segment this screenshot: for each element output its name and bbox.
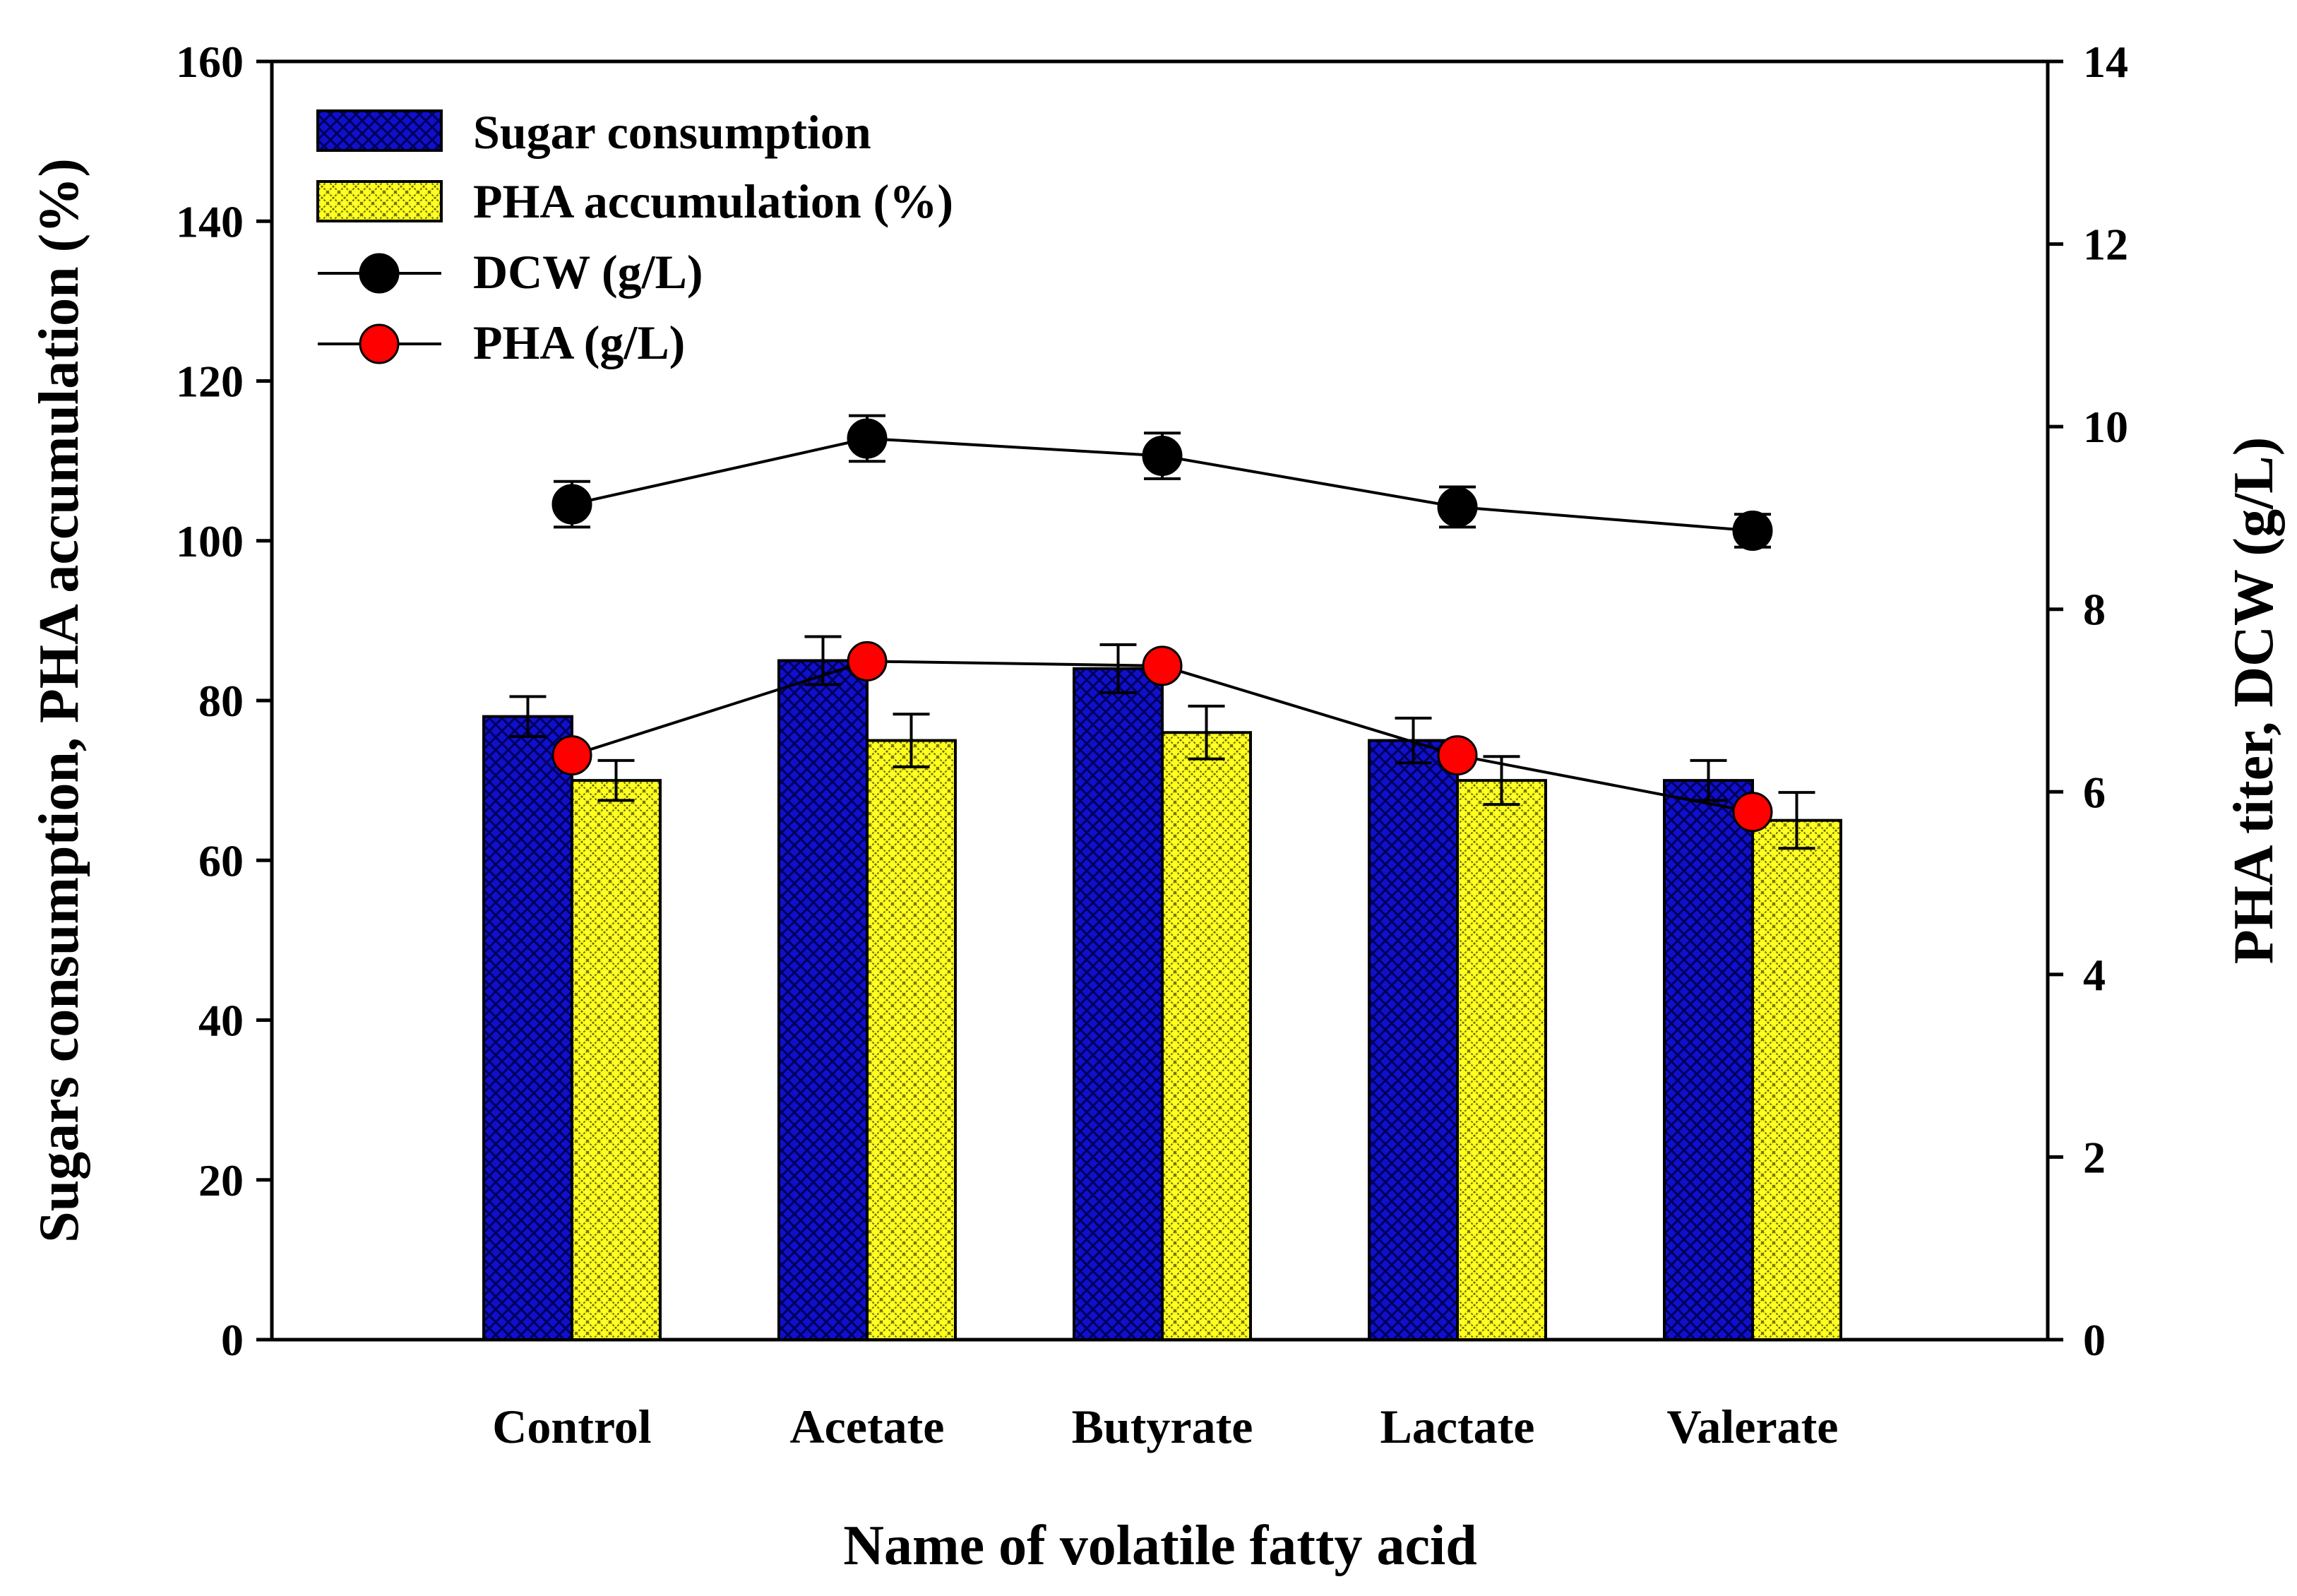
bar-sugar-butyrate xyxy=(1073,667,1164,1341)
legend-swatch-pha-accum xyxy=(316,180,443,222)
bar-pha-accum-butyrate xyxy=(1161,731,1252,1341)
point-dcw-valerate xyxy=(1732,511,1773,552)
y-tick-label: 120 xyxy=(176,357,244,407)
legend-label-pha-accum: PHA accumulation (%) xyxy=(473,174,953,228)
legend-label-pha: PHA (g/L) xyxy=(473,316,685,369)
legend-swatch-sugar xyxy=(316,109,443,152)
y-tick-label: 160 xyxy=(176,37,244,87)
x-axis-title: Name of volatile fatty acid xyxy=(843,1515,1477,1577)
point-dcw-acetate xyxy=(847,418,888,459)
y2-tick-label: 14 xyxy=(2083,37,2128,87)
y-axis-title: Sugars consumption, PHA accumulation (%) xyxy=(28,158,90,1243)
point-pha-control xyxy=(551,735,592,776)
category-labels: Control Acetate Butyrate Lactate Valerate xyxy=(492,1400,1838,1453)
legend-label-dcw: DCW (g/L) xyxy=(473,245,703,299)
bar-sugar-acetate xyxy=(777,659,869,1341)
point-pha-valerate xyxy=(1732,792,1773,833)
bar-sugar-lactate xyxy=(1368,739,1459,1341)
bar-pha-accum-acetate xyxy=(866,739,957,1341)
x-tick-label: Valerate xyxy=(1667,1400,1839,1453)
bar-pha-accum-valerate xyxy=(1751,818,1842,1341)
y2-tick-label: 2 xyxy=(2083,1132,2106,1182)
legend: Sugar consumption PHA accumulation (%) D… xyxy=(316,105,953,369)
y2-tick-label: 0 xyxy=(2083,1315,2106,1365)
y2-axis-title: PHA titer, DCW (g/L) xyxy=(2223,437,2285,965)
y2-tick-label: 6 xyxy=(2083,767,2106,817)
legend-label-sugar: Sugar consumption xyxy=(473,105,871,159)
legend-marker-pha xyxy=(359,323,400,364)
line-series xyxy=(551,414,1773,833)
y-tick-label: 100 xyxy=(176,516,244,566)
point-dcw-lactate xyxy=(1437,487,1478,528)
point-dcw-control xyxy=(551,484,592,525)
bar-pha-accum-control xyxy=(571,779,662,1341)
left-axis: 0 20 40 60 80 100 120 140 160 xyxy=(176,37,272,1365)
x-tick-label: Butyrate xyxy=(1072,1400,1253,1453)
right-axis: 0 2 4 6 8 10 12 14 xyxy=(2048,37,2128,1365)
y-tick-label: 60 xyxy=(198,835,244,886)
x-tick-label: Control xyxy=(492,1400,651,1453)
bar-sugar-valerate xyxy=(1663,779,1754,1341)
y-tick-label: 20 xyxy=(198,1155,244,1205)
point-pha-butyrate xyxy=(1142,645,1183,686)
point-dcw-butyrate xyxy=(1142,436,1183,477)
bar-pha-accum-lactate xyxy=(1456,779,1547,1341)
point-pha-acetate xyxy=(847,641,888,681)
x-tick-label: Lactate xyxy=(1380,1400,1534,1453)
point-pha-lactate xyxy=(1437,735,1478,776)
bar-series xyxy=(482,635,1842,1341)
x-tick-label: Acetate xyxy=(790,1400,945,1453)
y2-tick-label: 8 xyxy=(2083,585,2106,635)
bar-sugar-control xyxy=(482,715,573,1341)
y2-tick-label: 10 xyxy=(2083,402,2128,452)
legend-marker-dcw xyxy=(359,253,400,294)
y-tick-label: 140 xyxy=(176,196,244,246)
y-tick-label: 40 xyxy=(198,996,244,1046)
y-tick-label: 0 xyxy=(221,1315,244,1365)
y2-tick-label: 12 xyxy=(2083,220,2128,270)
y2-tick-label: 4 xyxy=(2083,950,2106,1000)
y-tick-label: 80 xyxy=(198,676,244,726)
